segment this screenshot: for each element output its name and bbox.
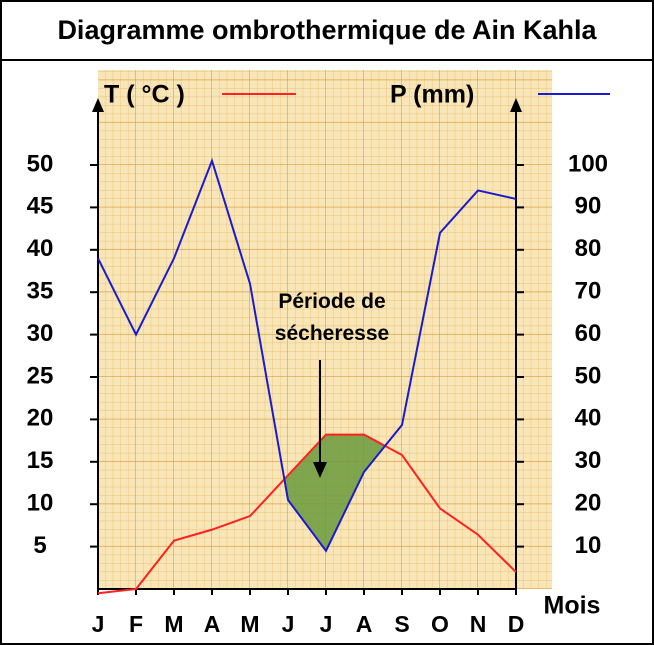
y2-tick-label: 70 <box>575 278 602 305</box>
y-tick-label: 5 <box>33 532 46 559</box>
y-tick-label: 50 <box>27 150 54 177</box>
y-tick-label: 25 <box>27 362 54 389</box>
dry-period <box>284 434 386 551</box>
y2-tick-label: 20 <box>575 490 602 517</box>
x-tick-label: N <box>470 611 487 637</box>
x-tick-label: J <box>92 611 105 637</box>
x-tick-label: D <box>508 611 525 637</box>
y-tick-label: 35 <box>27 278 54 305</box>
legend-label: P (mm) <box>390 81 474 109</box>
y-arrow <box>92 98 104 112</box>
y-tick-label: 30 <box>27 320 54 347</box>
y2-tick-label: 90 <box>575 193 602 220</box>
x-tick-label: M <box>164 611 183 637</box>
x-tick-label: S <box>394 611 409 637</box>
y-tick-label: 10 <box>27 490 54 517</box>
y-tick-label: 45 <box>27 193 54 220</box>
x-tick-label: J <box>282 611 295 637</box>
y-tick-label: 20 <box>27 405 54 432</box>
y2-tick-label: 50 <box>575 362 602 389</box>
x-tick-label: A <box>204 611 221 637</box>
x-tick-label: O <box>431 611 449 637</box>
x-tick-label: A <box>356 611 373 637</box>
x-tick-label: J <box>320 611 333 637</box>
y2-tick-label: 80 <box>575 235 602 262</box>
y2-tick-label: 10 <box>575 532 602 559</box>
y2-arrow <box>510 98 522 112</box>
legend-label: T ( °C ) <box>104 81 185 109</box>
chart-title: Diagramme ombrothermique de Ain Kahla <box>57 15 597 45</box>
y-tick-label: 15 <box>27 447 54 474</box>
annotation-arrowhead <box>313 462 327 478</box>
series-line <box>97 433 517 595</box>
x-tick-label: M <box>240 611 259 637</box>
y-tick-label: 40 <box>27 235 54 262</box>
y2-tick-label: 30 <box>575 447 602 474</box>
series-line <box>97 157 517 553</box>
y2-tick-label: 40 <box>575 405 602 432</box>
y2-tick-label: 60 <box>575 320 602 347</box>
annotation: Période de sécheresse <box>275 290 389 345</box>
y2-tick-label: 100 <box>568 150 608 177</box>
x-axis-label: Mois <box>544 592 601 620</box>
x-tick-label: F <box>129 611 143 637</box>
